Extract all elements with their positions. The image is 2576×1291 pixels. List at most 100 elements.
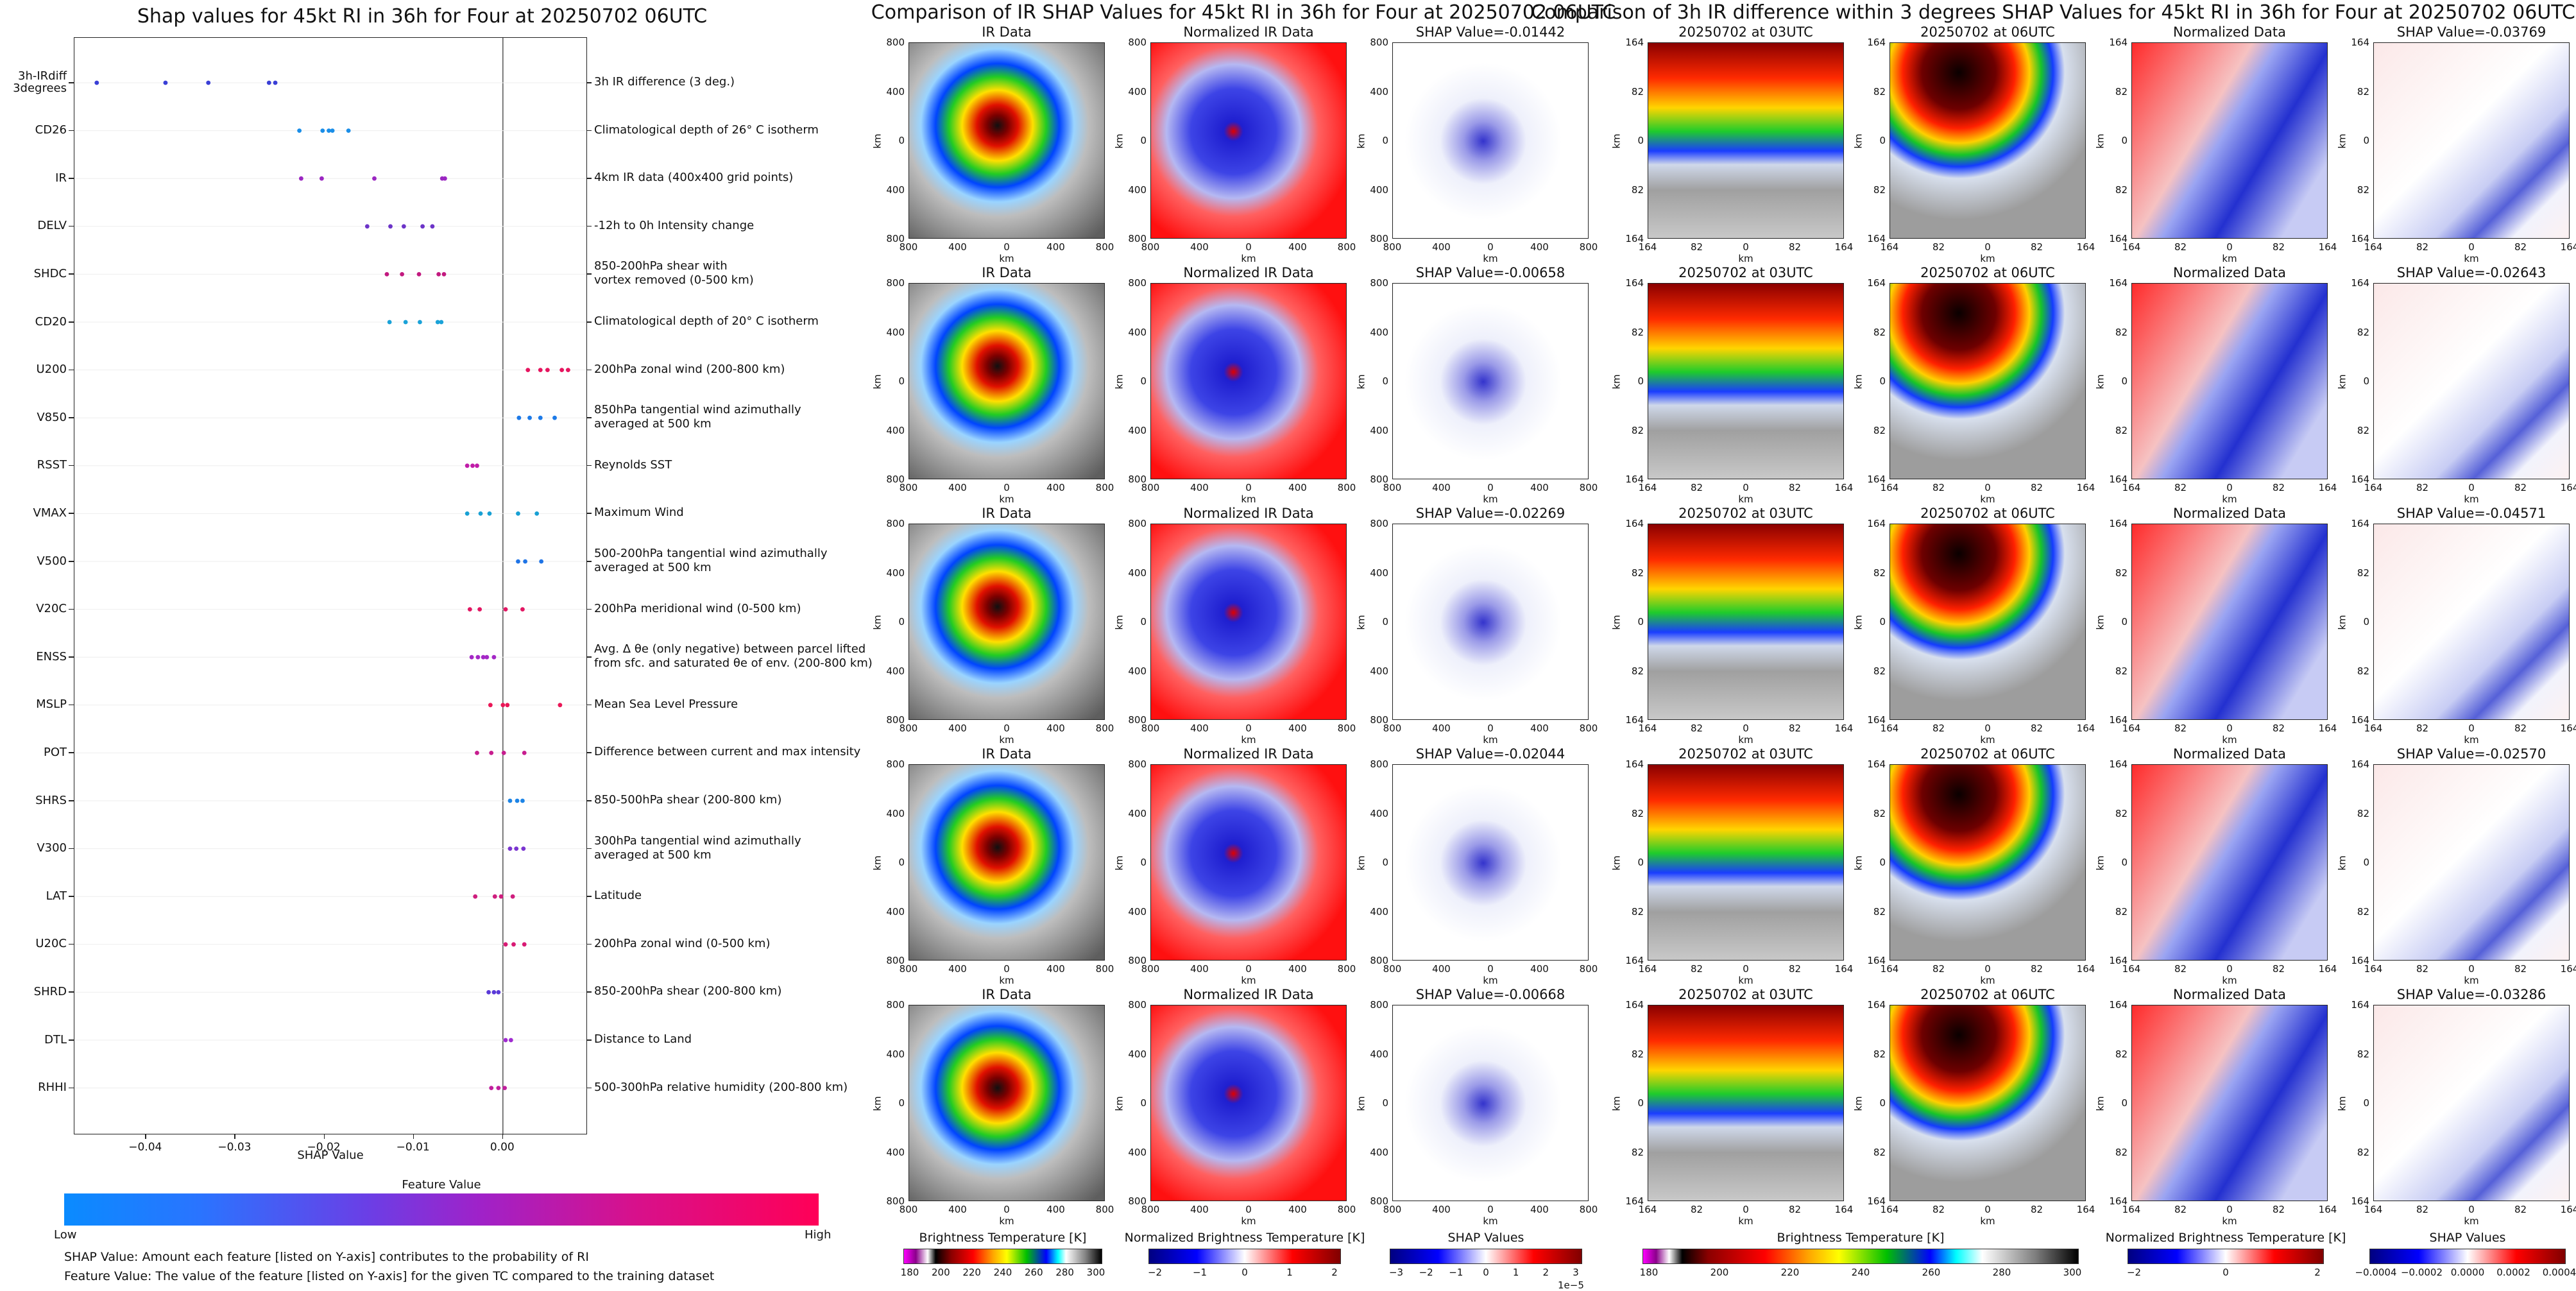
ir-panel-x-tick-label: 0 (1245, 241, 1252, 253)
ir-panel-x-axis-label: km (1241, 975, 1256, 986)
irdiff-panel-image (2132, 765, 2327, 960)
ir-panel-x-tick-label: 400 (1046, 241, 1065, 253)
colorbar-tick-label: 180 (900, 1267, 919, 1278)
x-tick-label: −0.02 (307, 1141, 341, 1154)
ir-panel-x-tick-label: 0 (1003, 722, 1010, 734)
shap-point (559, 368, 565, 372)
irdiff-panel-y-tick-label: 0 (2121, 857, 2128, 868)
feature-description: 850-500hPa shear (200-800 km) (594, 793, 782, 807)
ir-panel-y-tick-label: 400 (1370, 905, 1388, 918)
irdiff-panel-x-tick-label: 82 (2030, 482, 2043, 493)
shap-chart-title: Shap values for 45kt RI in 36h for Four … (137, 5, 708, 28)
ir-panel-y-tick-label: 0 (898, 1097, 905, 1109)
colorbar-label: Normalized Brightness Temperature [K] (1124, 1231, 1365, 1245)
right-tick (586, 656, 592, 658)
image-fill (1648, 524, 1843, 719)
image-fill (1151, 284, 1346, 479)
shap-point (516, 415, 522, 420)
ir-panel-y-tick-label: 800 (1370, 955, 1388, 966)
ir-panel-x-tick-label: 800 (1141, 722, 1160, 734)
ir-panel-y-axis-label: km (1113, 1096, 1125, 1111)
irdiff-panel-x-tick-label: 82 (2416, 963, 2429, 975)
irdiff-panel-x-tick-label: 82 (2416, 241, 2429, 253)
ir-panel-y-tick-label: 800 (1128, 277, 1147, 289)
irdiff-panel-x-tick-label: 164 (1638, 722, 1657, 734)
irdiff-panel (1889, 1005, 2086, 1201)
irdiff-panel-x-tick-label: 82 (1690, 1204, 1703, 1215)
irdiff-panel-y-tick-label: 82 (1631, 424, 1644, 436)
irdiff-panel-x-tick-label: 164 (1638, 241, 1657, 253)
feature-description: 200hPa zonal wind (0-500 km) (594, 936, 771, 950)
ir-panel-x-tick-label: 400 (1288, 241, 1307, 253)
y-tick (69, 896, 74, 897)
y-tick (69, 225, 74, 227)
panel-title: Normalized IR Data (1183, 746, 1314, 762)
ir-panel-y-tick-label: 400 (1128, 567, 1147, 579)
ir-panel-x-tick-label: 400 (948, 722, 967, 734)
panel-title: 20250702 at 06UTC (1920, 987, 2055, 1002)
irdiff-panel-x-tick-label: 0 (2226, 241, 2233, 253)
x-tick (145, 1134, 146, 1139)
right-tick (586, 896, 592, 897)
irdiff-panel-x-tick-label: 0 (1743, 482, 1749, 493)
colorbar (1642, 1249, 2079, 1264)
irdiff-panel-y-tick-label: 82 (2115, 424, 2128, 436)
image-fill (1890, 284, 2085, 479)
colorbar-tick-label: −2 (1147, 1267, 1163, 1278)
irdiff-panel-y-tick-label: 82 (2357, 905, 2369, 918)
ir-panel (908, 42, 1105, 239)
irdiff-panel-x-tick-label: 0 (1984, 722, 1991, 734)
irdiff-panel-x-tick-label: 82 (1788, 722, 1802, 734)
y-tick (69, 656, 74, 658)
shap-point (442, 176, 447, 181)
irdiff-panel-y-axis-label: km (2336, 133, 2348, 149)
irdiff-panel-y-tick-label: 82 (2115, 85, 2128, 98)
irdiff-panel-y-tick-label: 0 (2363, 1097, 2369, 1109)
irdiff-panel-image (2374, 43, 2569, 238)
feature-value-colorbar (64, 1193, 819, 1226)
irdiff-panel-y-tick-label: 82 (2115, 905, 2128, 918)
ir-panel (1150, 283, 1347, 479)
panel-title: 20250702 at 03UTC (1678, 506, 1813, 521)
irdiff-panel-y-tick-label: 164 (2109, 233, 2128, 244)
irdiff-panel-y-axis-label: km (1852, 615, 1864, 630)
ir-panel-x-tick-label: 400 (1190, 482, 1209, 493)
shap-point (552, 415, 557, 420)
irdiff-panel-y-tick-label: 82 (2357, 567, 2369, 579)
ir-panel-y-tick-label: 400 (1370, 326, 1388, 338)
feature-description: 850-200hPa shear (200-800 km) (594, 984, 782, 998)
irdiff-comparison-title: Comparison of 3h IR difference within 3 … (1531, 1, 2575, 24)
ir-panel-y-tick-label: 800 (1128, 1195, 1147, 1207)
colorbar-low-label: Low (54, 1228, 77, 1242)
irdiff-panel-x-tick-label: 82 (1788, 482, 1802, 493)
y-tick (69, 130, 74, 132)
irdiff-panel (1648, 764, 1844, 961)
irdiff-panel-y-tick-label: 82 (2115, 567, 2128, 579)
ir-panel-y-axis-label: km (871, 855, 883, 871)
irdiff-panel-y-tick-label: 0 (1879, 857, 1886, 868)
ir-panel-y-tick-label: 400 (1128, 326, 1147, 338)
ir-panel-x-axis-label: km (1241, 734, 1256, 746)
feature-description: 200hPa zonal wind (200-800 km) (594, 362, 785, 376)
ir-panel-x-tick-label: 400 (1190, 1204, 1209, 1215)
panel-title: 20250702 at 03UTC (1678, 987, 1813, 1002)
ir-panel-x-tick-label: 800 (1095, 241, 1114, 253)
ir-panel (908, 524, 1105, 720)
shap-point (520, 607, 525, 611)
ir-panel-x-tick-label: 400 (1432, 963, 1451, 975)
irdiff-panel-x-axis-label: km (1980, 975, 1995, 986)
shap-point (420, 224, 425, 229)
ir-panel-y-tick-label: 400 (886, 424, 905, 436)
irdiff-panel-x-axis-label: km (2464, 493, 2479, 505)
shap-point (523, 559, 528, 564)
image-fill (909, 765, 1104, 960)
ir-panel-y-tick-label: 800 (886, 758, 905, 770)
colorbar (1390, 1249, 1582, 1264)
irdiff-panel-y-axis-label: km (1610, 374, 1623, 389)
ir-panel-x-tick-label: 400 (1432, 482, 1451, 493)
ir-panel-x-tick-label: 800 (1095, 963, 1114, 975)
ir-panel (1392, 764, 1589, 961)
ir-panel-y-tick-label: 400 (1370, 665, 1388, 677)
colorbar-tick-label: −0.0004 (2355, 1267, 2397, 1278)
shap-point (436, 272, 441, 277)
